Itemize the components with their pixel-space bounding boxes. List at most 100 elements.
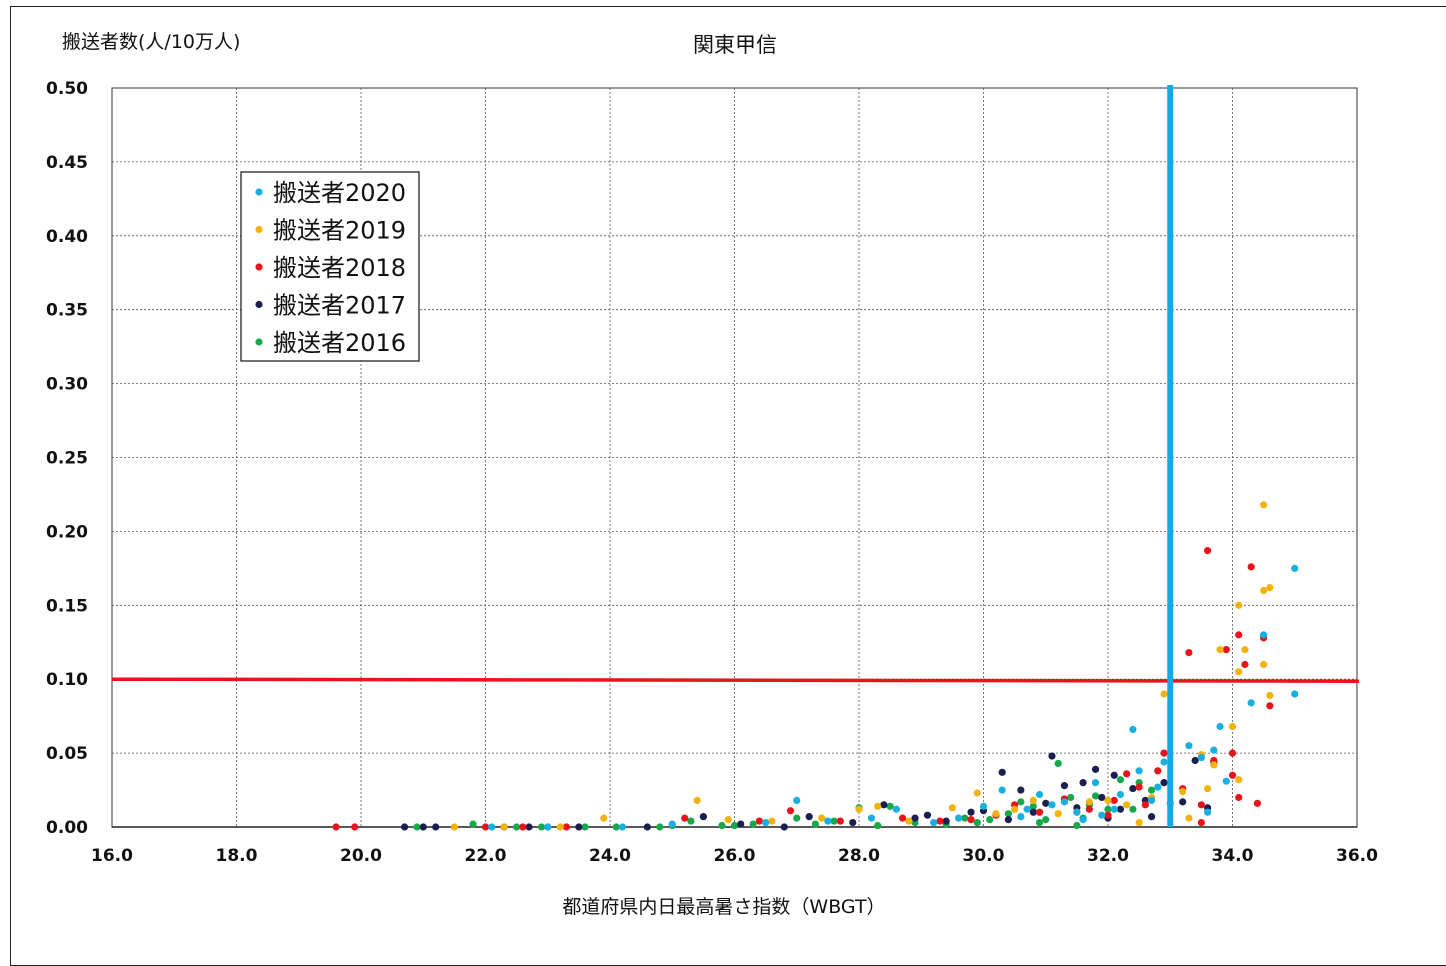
data-point (1197, 818, 1205, 827)
data-point (1235, 601, 1243, 609)
data-point (351, 823, 359, 831)
x-tick-label: 30.0 (963, 846, 1005, 866)
data-point (618, 823, 627, 831)
data-point (905, 817, 913, 825)
data-point (1253, 799, 1261, 807)
data-point (1104, 796, 1112, 804)
data-point (1042, 816, 1050, 824)
x-tick-label: 32.0 (1087, 846, 1129, 866)
data-point (400, 823, 409, 831)
data-point (1210, 746, 1218, 754)
data-point (1260, 660, 1268, 669)
data-point (867, 814, 876, 822)
data-point (936, 817, 944, 825)
data-point (1160, 690, 1168, 698)
data-point (836, 817, 844, 825)
data-point (1079, 779, 1087, 787)
y-tick-label: 0.45 (46, 153, 88, 173)
data-point (1147, 786, 1156, 794)
data-point (1222, 777, 1230, 785)
data-point (1067, 793, 1075, 802)
data-point (930, 818, 938, 827)
legend-label: 搬送者2019 (273, 217, 406, 245)
data-point (986, 816, 994, 824)
data-point (1091, 779, 1100, 787)
data-point (1191, 756, 1199, 765)
data-point (1260, 631, 1268, 639)
data-point (898, 814, 907, 822)
data-point (1048, 752, 1056, 760)
legend-label: 搬送者2018 (273, 254, 406, 282)
data-point (1017, 813, 1025, 821)
data-point (737, 820, 745, 828)
data-point (525, 823, 533, 831)
data-point (1116, 805, 1125, 813)
y-tick-label: 0.00 (46, 818, 88, 838)
data-point (1147, 796, 1156, 804)
data-point (1091, 765, 1100, 773)
data-point (911, 814, 919, 822)
data-point (544, 823, 552, 831)
data-point (1235, 776, 1243, 784)
data-point (1060, 798, 1069, 806)
data-point (1073, 821, 1081, 830)
data-point (998, 768, 1006, 776)
legend-marker (255, 188, 263, 196)
data-point (1235, 793, 1243, 802)
data-point (1029, 808, 1037, 816)
x-tick-label: 18.0 (216, 846, 258, 866)
data-point (1147, 813, 1156, 821)
data-point (1123, 801, 1131, 809)
legend-marker (255, 338, 263, 346)
data-point (643, 823, 651, 831)
data-point (818, 814, 826, 822)
data-point (1054, 810, 1062, 818)
data-point (1104, 811, 1112, 819)
x-axis-label: 都道府県内日最高暑さ指数（WBGT） (562, 896, 885, 918)
data-point (612, 823, 620, 831)
data-point (1023, 805, 1031, 813)
data-point (718, 821, 726, 830)
data-point (693, 796, 701, 804)
data-point (1141, 801, 1149, 809)
data-point (1110, 796, 1118, 804)
data-point (998, 786, 1006, 794)
data-point (923, 811, 932, 819)
legend: 搬送者2020 搬送者2019 搬送者2018 搬送者2017 搬送者2016 (240, 171, 420, 362)
data-point (1098, 793, 1106, 802)
data-point (1160, 758, 1168, 766)
data-point (537, 823, 546, 831)
data-point (556, 823, 564, 831)
data-point (849, 818, 857, 827)
y-tick-label: 0.40 (46, 227, 88, 247)
data-point (1116, 776, 1125, 784)
y-tick-label: 0.50 (46, 79, 88, 99)
y-tick-label: 0.25 (46, 449, 88, 469)
x-tick-label: 20.0 (340, 846, 382, 866)
data-point (1228, 771, 1237, 779)
data-point (1035, 808, 1044, 816)
data-point (681, 814, 689, 822)
data-point (749, 820, 757, 828)
data-point (481, 823, 490, 831)
data-point (1204, 547, 1212, 555)
x-tick-label: 26.0 (714, 846, 756, 866)
data-point (1216, 646, 1224, 654)
data-point (1110, 805, 1118, 813)
data-point (1266, 583, 1274, 592)
data-point (1135, 818, 1143, 827)
data-point (1291, 690, 1299, 698)
data-point (413, 823, 421, 831)
data-point (1160, 779, 1168, 787)
data-point (973, 789, 981, 797)
data-point (1004, 810, 1013, 818)
data-point (955, 814, 963, 822)
data-point (1054, 759, 1062, 768)
data-point (1228, 722, 1237, 731)
data-point (780, 823, 788, 831)
data-point (1241, 646, 1249, 654)
data-point (1091, 792, 1100, 800)
legend-label: 搬送者2017 (273, 292, 406, 320)
data-point (450, 823, 458, 831)
